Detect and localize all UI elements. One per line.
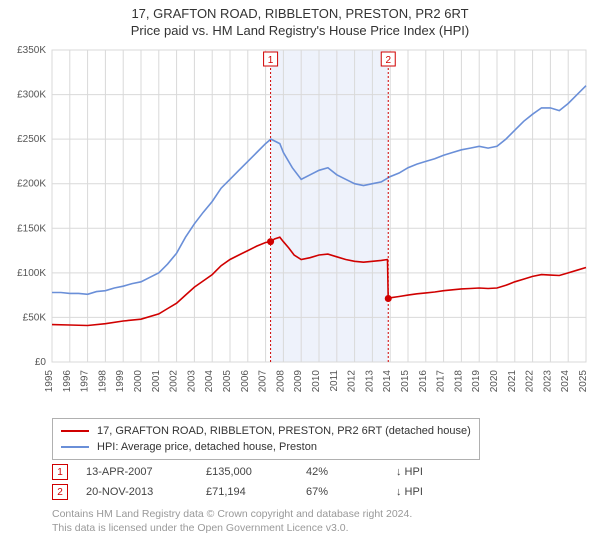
x-axis-label: 2015 [400, 370, 411, 393]
x-axis-label: 2012 [347, 370, 358, 393]
x-axis-label: 2007 [258, 370, 269, 393]
shaded-band [271, 50, 389, 362]
chart-area: £0 £50K £100K £150K £200K £250K £300K £350K 1995… [0, 42, 600, 410]
x-axis-label: 2008 [275, 370, 286, 393]
marker-flag-number: 1 [268, 55, 274, 66]
x-axis-label: 2004 [204, 370, 215, 393]
chart-svg: £0 £50K £100K £150K £200K £250K £300K £350K 1995… [0, 42, 600, 410]
y-axis-label: £50K [23, 312, 47, 323]
x-axis-label: 1998 [97, 370, 108, 393]
x-axis-label: 2006 [240, 370, 251, 393]
x-axis-label: 1999 [115, 370, 126, 393]
marker-pct: 42% [306, 466, 396, 478]
x-axis-label: 2018 [453, 370, 464, 393]
chart-title-block: 17, GRAFTON ROAD, RIBBLETON, PRESTON, PR… [0, 0, 600, 38]
x-axis-label: 2024 [560, 370, 571, 393]
marker-date: 20-NOV-2013 [86, 486, 206, 498]
legend-label: HPI: Average price, detached house, Pres… [97, 441, 317, 453]
footer-attribution: Contains HM Land Registry data © Crown c… [52, 508, 412, 535]
legend-item: 17, GRAFTON ROAD, RIBBLETON, PRESTON, PR… [61, 423, 471, 439]
marker-arrow: ↓ HPI [396, 486, 456, 498]
marker-price: £135,000 [206, 466, 306, 478]
marker-number-box: 2 [52, 484, 68, 500]
x-axis-label: 2016 [418, 370, 429, 393]
footer-line2: This data is licensed under the Open Gov… [52, 522, 412, 536]
x-axis-label: 2017 [436, 370, 447, 393]
x-axis-label: 2021 [507, 370, 518, 393]
x-axis-label: 2013 [364, 370, 375, 393]
legend: 17, GRAFTON ROAD, RIBBLETON, PRESTON, PR… [52, 418, 480, 460]
marker-flag-number: 2 [385, 55, 391, 66]
x-axis-label: 2003 [186, 370, 197, 393]
y-axis-label: £350K [17, 45, 46, 56]
marker-arrow: ↓ HPI [396, 466, 456, 478]
y-axis-label: £200K [17, 179, 46, 190]
y-axis-label: £300K [17, 90, 46, 101]
x-axis-label: 2025 [578, 370, 589, 393]
marker-row: 2 20-NOV-2013£71,19467%↓ HPI [52, 482, 456, 502]
chart-title-line1: 17, GRAFTON ROAD, RIBBLETON, PRESTON, PR… [0, 6, 600, 21]
legend-swatch [61, 446, 89, 448]
x-axis-label: 2014 [382, 370, 393, 393]
x-axis-label: 2010 [311, 370, 322, 393]
x-axis-label: 1995 [44, 370, 55, 393]
x-axis-label: 2023 [542, 370, 553, 393]
marker-price: £71,194 [206, 486, 306, 498]
footer-line1: Contains HM Land Registry data © Crown c… [52, 508, 412, 522]
legend-swatch [61, 430, 89, 432]
marker-pct: 67% [306, 486, 396, 498]
marker-row: 1 13-APR-2007£135,00042%↓ HPI [52, 462, 456, 482]
x-axis-label: 2011 [329, 370, 340, 392]
x-axis-label: 2022 [525, 370, 536, 393]
y-axis-label: £250K [17, 134, 46, 145]
marker-table: 1 13-APR-2007£135,00042%↓ HPI 2 20-NOV-2013… [52, 462, 456, 502]
legend-label: 17, GRAFTON ROAD, RIBBLETON, PRESTON, PR… [97, 425, 471, 437]
chart-title-line2: Price paid vs. HM Land Registry's House … [0, 23, 600, 38]
x-axis-label: 2001 [151, 370, 162, 393]
x-axis-label: 1996 [62, 370, 73, 393]
x-axis-label: 2000 [133, 370, 144, 393]
y-axis-label: £0 [35, 357, 47, 368]
y-axis-label: £150K [17, 223, 46, 234]
x-axis-label: 2005 [222, 370, 233, 393]
marker-date: 13-APR-2007 [86, 466, 206, 478]
legend-item: HPI: Average price, detached house, Pres… [61, 439, 471, 455]
x-axis-label: 2009 [293, 370, 304, 393]
x-axis-label: 2020 [489, 370, 500, 393]
y-axis-label: £100K [17, 268, 46, 279]
x-axis-label: 1997 [80, 370, 91, 393]
x-axis-label: 2002 [169, 370, 180, 393]
x-axis-label: 2019 [471, 370, 482, 393]
marker-number-box: 1 [52, 464, 68, 480]
